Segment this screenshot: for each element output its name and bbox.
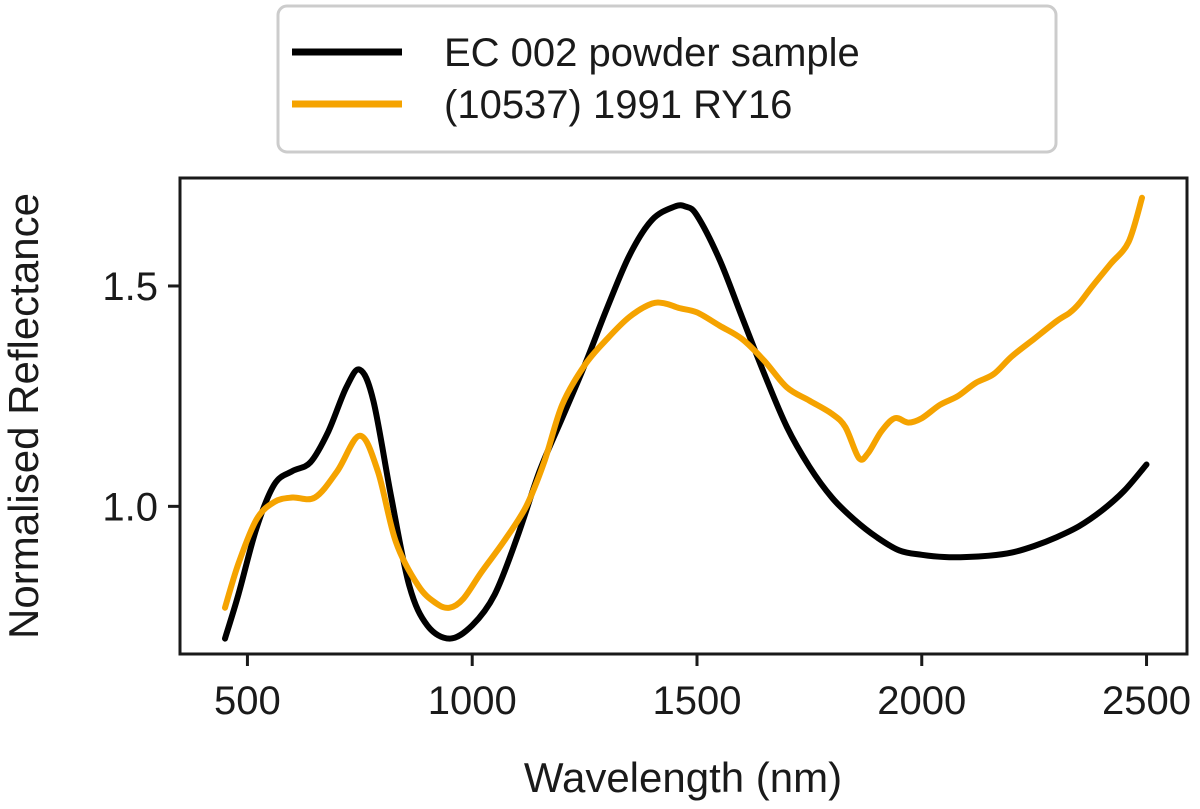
y-axis-ticks: 1.0 1.5 bbox=[102, 265, 180, 529]
x-tick-label: 2500 bbox=[1102, 679, 1191, 723]
x-axis-label: Wavelength (nm) bbox=[524, 754, 842, 801]
series-line-10537 bbox=[222, 194, 1145, 611]
plot-frame bbox=[178, 176, 1189, 656]
series-layer bbox=[222, 194, 1150, 642]
x-tick-label: 1000 bbox=[428, 679, 517, 723]
x-tick-label: 1500 bbox=[652, 679, 741, 723]
y-tick-label: 1.5 bbox=[102, 265, 158, 309]
x-axis-ticks: 500 1000 1500 2000 2500 bbox=[214, 654, 1191, 723]
x-tick-label: 500 bbox=[214, 679, 281, 723]
series-line-ec002 bbox=[222, 202, 1150, 642]
legend-box bbox=[276, 4, 1058, 154]
y-tick-label: 1.0 bbox=[102, 485, 158, 529]
x-tick-label: 2000 bbox=[877, 679, 966, 723]
legend-label-ec002: EC 002 powder sample bbox=[444, 31, 860, 75]
legend: EC 002 powder sample (10537) 1991 RY16 bbox=[276, 4, 1058, 154]
y-axis-label: Normalised Reflectance bbox=[0, 193, 47, 639]
legend-label-10537: (10537) 1991 RY16 bbox=[444, 83, 792, 127]
